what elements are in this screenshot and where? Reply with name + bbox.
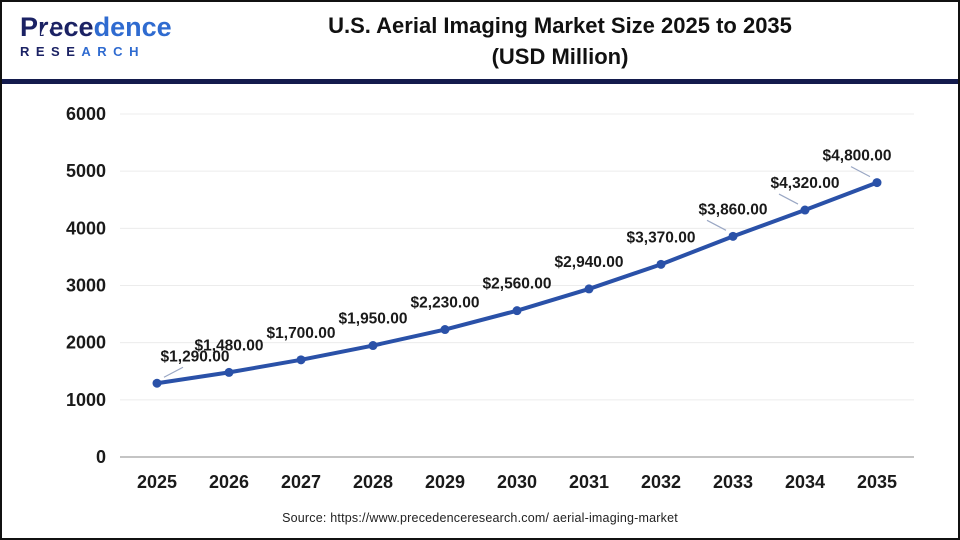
y-tick-label: 0 <box>96 447 106 467</box>
data-point-2029 <box>440 325 450 335</box>
data-label-2031: $2,940.00 <box>555 254 624 271</box>
data-label-2026: $1,480.00 <box>195 337 264 354</box>
data-point-2025 <box>152 378 162 388</box>
x-tick-label: 2035 <box>857 472 897 492</box>
data-point-2031 <box>584 284 594 294</box>
x-tick-label: 2032 <box>641 472 681 492</box>
data-point-2028 <box>368 341 378 351</box>
data-point-2030 <box>512 306 522 316</box>
y-tick-label: 5000 <box>66 161 106 181</box>
data-label-2028: $1,950.00 <box>339 311 408 328</box>
data-point-2035 <box>872 178 882 188</box>
data-point-2033 <box>728 231 738 241</box>
data-label-2030: $2,560.00 <box>483 276 552 293</box>
data-point-2026 <box>224 367 234 377</box>
x-tick-label: 2029 <box>425 472 465 492</box>
x-tick-label: 2028 <box>353 472 393 492</box>
chart-title: U.S. Aerial Imaging Market Size 2025 to … <box>167 11 953 73</box>
x-tick-label: 2030 <box>497 472 537 492</box>
y-tick-label: 2000 <box>66 333 106 353</box>
data-label-2025: $1,290.00 <box>161 348 230 365</box>
data-label-2029: $2,230.00 <box>411 295 480 312</box>
source-text: Source: https://www.precedenceresearch.c… <box>282 511 678 525</box>
data-point-2027 <box>296 355 306 365</box>
x-tick-label: 2033 <box>713 472 753 492</box>
data-point-2032 <box>656 259 666 269</box>
precedence-research-logo: Precedence RESEARCH <box>20 12 172 59</box>
x-tick-label: 2031 <box>569 472 609 492</box>
logo-subtitle: RESEARCH <box>20 43 145 59</box>
logo-wordmark: Precedence <box>20 12 172 42</box>
data-label-2035: $4,800.00 <box>823 148 892 165</box>
label-leader-line <box>778 193 799 205</box>
header: Precedence RESEARCH U.S. Aerial Imaging … <box>2 2 958 79</box>
chart-title-line1: U.S. Aerial Imaging Market Size 2025 to … <box>328 13 792 38</box>
data-label-2027: $1,700.00 <box>267 325 336 342</box>
data-label-2032: $3,370.00 <box>627 229 696 246</box>
y-tick-label: 6000 <box>66 104 106 124</box>
label-leader-line <box>706 219 727 231</box>
x-tick-label: 2034 <box>785 472 825 492</box>
data-label-2033: $3,860.00 <box>699 201 768 218</box>
x-tick-label: 2026 <box>209 472 249 492</box>
line-chart: 0 1000 2000 3000 4000 5000 6000 2025 2026 2027 202… <box>66 104 914 492</box>
label-leader-line <box>850 166 871 178</box>
y-tick-label: 1000 <box>66 390 106 410</box>
x-tick-label: 2027 <box>281 472 321 492</box>
y-tick-label: 3000 <box>66 276 106 296</box>
label-leader-line <box>163 366 184 378</box>
header-divider <box>2 79 958 84</box>
y-tick-label: 4000 <box>66 218 106 238</box>
data-label-2034: $4,320.00 <box>771 175 840 192</box>
data-point-2034 <box>800 205 810 215</box>
chart-title-line2: (USD Million) <box>491 43 629 69</box>
x-tick-label: 2025 <box>137 472 177 492</box>
